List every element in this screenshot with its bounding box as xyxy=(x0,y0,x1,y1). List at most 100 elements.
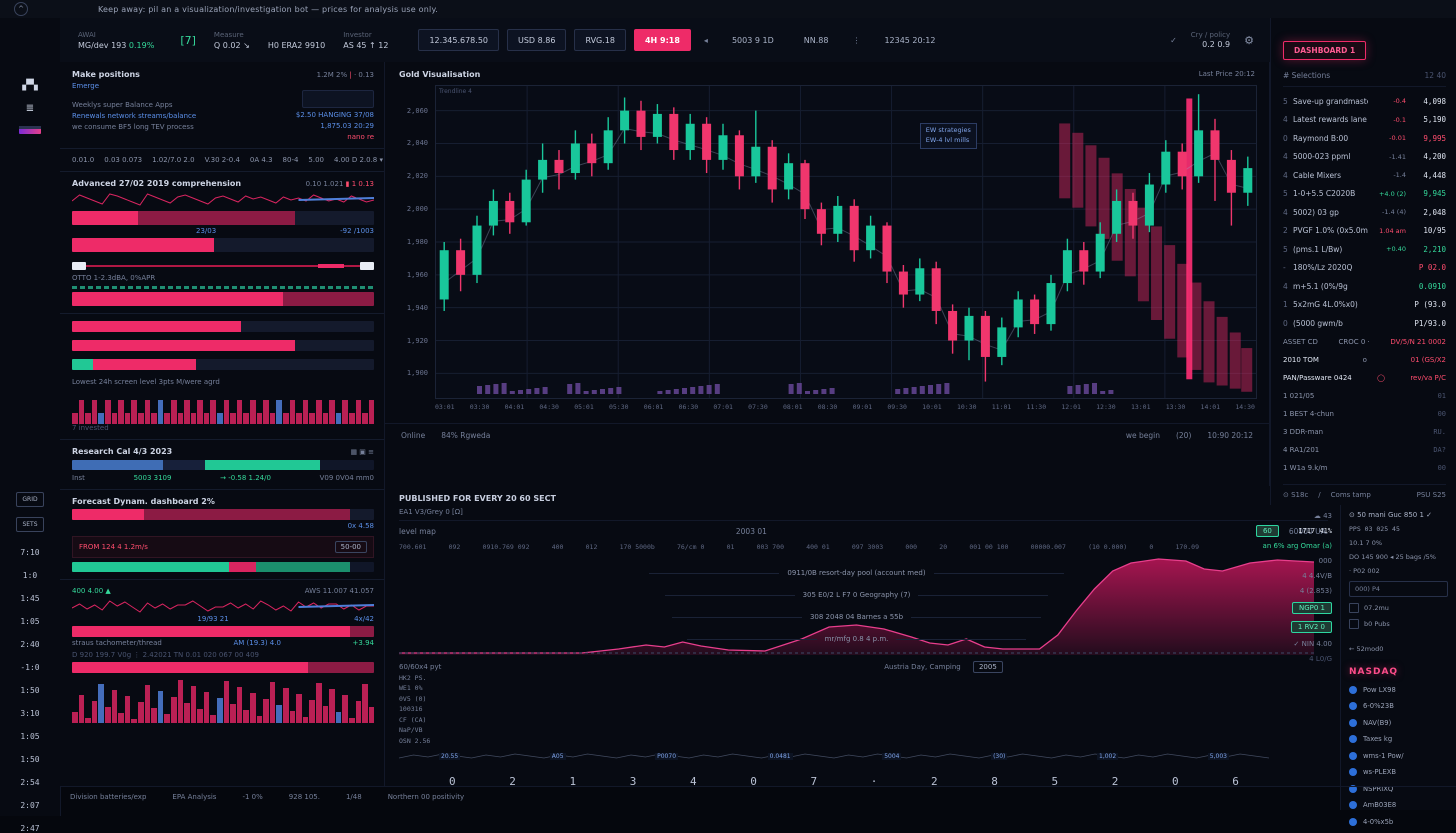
watchlist-row[interactable]: - 180%/Lz 2020Q P 02.0 xyxy=(1283,263,1446,272)
watchlist-row[interactable]: 1 5x2mG 4L.0%x0) P (93.0 xyxy=(1283,300,1446,309)
pager-digit[interactable]: 0 xyxy=(449,774,456,788)
pager-digit[interactable]: 0 xyxy=(1172,774,1179,788)
below-badge[interactable]: 2005 xyxy=(972,661,1003,673)
market-list-item[interactable]: AmB03E8 xyxy=(1349,801,1448,809)
mapping-row[interactable]: 1 021/05 01 xyxy=(1283,392,1446,400)
watchlist-row[interactable]: 4 Cable Mixers -1.4 4,448 xyxy=(1283,171,1446,180)
checkbox-icon[interactable] xyxy=(1349,619,1359,629)
collapse-icon[interactable]: ^ xyxy=(14,2,28,16)
watchlist-row[interactable]: 0 (5000 gwm/b P1/93.0 xyxy=(1283,319,1446,328)
slider-handle-right[interactable] xyxy=(360,262,374,270)
cloud-icon[interactable]: ☁ 43 xyxy=(1313,512,1332,520)
pager-digit[interactable]: 5 xyxy=(1051,774,1059,788)
link-emerge[interactable]: Emerge xyxy=(72,82,100,90)
rc-check[interactable]: ✓ NIN 4.00 xyxy=(1293,640,1332,648)
pager-digit[interactable]: 3 xyxy=(629,774,637,788)
mapping-row[interactable]: 4 RA1/201 DA? xyxy=(1283,446,1446,454)
card6-sparktag: 4x/42 xyxy=(354,615,374,623)
market-list-item[interactable]: wms-1 Pow/ xyxy=(1349,751,1448,760)
watchlist-row[interactable]: 4 m+5.1 (0%/9g 0.0910 xyxy=(1283,282,1446,291)
checkbox-row[interactable]: b0 Pubs xyxy=(1349,619,1448,629)
grid-chip[interactable]: GRID xyxy=(16,492,44,507)
topbar-button[interactable]: 12.345.678.50 xyxy=(418,29,499,51)
x-axis-label: 03:01 xyxy=(435,403,455,411)
left-tab[interactable]: 0.01.0 xyxy=(72,156,95,164)
left-tab[interactable]: 4.00 D 2.0.8 ▾ xyxy=(334,156,383,164)
rv2-button[interactable]: 1 RV2 0 xyxy=(1290,621,1332,633)
market-list-item[interactable]: NSPRIXQ xyxy=(1349,784,1448,793)
left-tab[interactable]: 80-4 xyxy=(282,156,299,164)
link-renewals[interactable]: Renewals network streams/balance xyxy=(72,111,197,120)
topbar-button[interactable]: 5003 9 1D xyxy=(731,35,774,45)
topbar-button[interactable]: 12345 20:12 xyxy=(884,35,936,45)
watchlist-row[interactable]: 5 (pms.1 L/Bw) +0.40 2,210 xyxy=(1283,245,1446,254)
pager-digit[interactable]: 1 xyxy=(569,774,577,788)
foot-icon[interactable]: ⊙ S18c xyxy=(1283,490,1309,499)
range-slider[interactable] xyxy=(72,262,374,270)
topbar-button[interactable]: USD 8.86 xyxy=(507,29,567,51)
left-mini-input[interactable] xyxy=(302,90,374,108)
alert-circle-icon[interactable]: ◯ xyxy=(1377,373,1385,382)
pager-digit[interactable]: 2 xyxy=(1111,774,1119,788)
change-value: -0.4 xyxy=(1393,97,1406,105)
research-icons[interactable]: ▦ ▣ ≡ xyxy=(350,447,374,456)
pager-digit[interactable]: 7 xyxy=(810,774,818,788)
back-link[interactable]: ← 52mod0 xyxy=(1349,645,1384,653)
pager-digit[interactable]: 4 xyxy=(690,774,697,788)
market-list-item[interactable]: Taxes kg xyxy=(1349,735,1448,743)
pager-digit[interactable]: 8 xyxy=(991,774,998,788)
watchlist-row[interactable]: 4 5002) 03 gp -1.4 (4) 2,048 xyxy=(1283,208,1446,217)
watchlist-row[interactable]: 2 PVGF 1.0% (0x5.0mb) 1.04 am 10/95 xyxy=(1283,226,1446,235)
slider-handle-left[interactable] xyxy=(72,262,86,270)
plot-corner-label: Trendline 4 xyxy=(439,88,472,95)
candles-icon[interactable]: ▞▚ xyxy=(22,80,38,91)
checkbox-icon[interactable] xyxy=(1349,603,1359,613)
topbar-button[interactable]: 4H 9:18 xyxy=(633,29,691,51)
dashboard-button[interactable]: DASHBOARD 1 xyxy=(1283,41,1367,60)
pager-digit[interactable]: 6 xyxy=(1232,774,1239,788)
topbar-button[interactable]: NN.88 xyxy=(803,35,829,45)
watchlist-row[interactable]: 5 1-0+5.5 C2020B +4.0 (2) 9,945 xyxy=(1283,189,1446,198)
topbar-button[interactable]: ◂ xyxy=(703,35,708,45)
left-tab[interactable]: 5.00 xyxy=(308,156,325,164)
market-list-item[interactable]: 4-0%x5b xyxy=(1349,817,1448,826)
rbot-input[interactable]: 000) P4 xyxy=(1349,581,1448,597)
gear-icon[interactable]: ⚙ xyxy=(1244,33,1254,47)
layers-icon[interactable] xyxy=(19,126,41,134)
watchlist-row[interactable]: 0 Raymond B:00 -0.01 9,995 xyxy=(1283,134,1446,143)
candlestick-plot[interactable]: 2,060 2,040 2,020 2,000 1,980 1,960 1,940 1,920… xyxy=(407,85,1257,399)
market-list-item[interactable]: 6-0%23B xyxy=(1349,702,1448,710)
alert-text: FROM 124 4 1.2m/s xyxy=(79,543,148,551)
left-tab[interactable]: 1.02/7.0 2.0 xyxy=(152,156,195,164)
market-list-item[interactable]: ws-PLEXB xyxy=(1349,768,1448,776)
ngp-button[interactable]: NGP0 1 xyxy=(1291,602,1332,614)
pager-digit[interactable]: 2 xyxy=(931,774,938,788)
link-weeklys[interactable]: Weeklys super Balance Apps xyxy=(72,100,173,109)
mapping-row[interactable]: 1 BEST 4-chun 00 xyxy=(1283,410,1446,418)
alert-box[interactable]: 50-00 xyxy=(334,541,367,553)
left-tab[interactable]: V.30 2-0.4 xyxy=(204,156,240,164)
check-icon[interactable]: ✓ xyxy=(1170,35,1177,45)
mapping-row[interactable]: 1 W1a 9.k/m 00 xyxy=(1283,464,1446,472)
area-chart[interactable]: 0911/0B resort-day pool (account med) 305… xyxy=(399,555,1314,655)
pager-digit[interactable]: · xyxy=(870,774,878,788)
policy-group: Cry / policy 0.2 0.9 xyxy=(1191,31,1230,49)
news-icon[interactable]: ≣ xyxy=(25,103,35,114)
checkbox-row[interactable]: 07.2mu xyxy=(1349,603,1448,613)
change-value: -1.4 xyxy=(1393,171,1406,179)
sets-chip[interactable]: SETS xyxy=(16,517,44,532)
market-list-item[interactable]: Pow LX98 xyxy=(1349,685,1448,694)
left-tab[interactable]: 0.03 0.073 xyxy=(104,156,143,164)
link-consume[interactable]: we consume BF5 long TEV process xyxy=(72,122,194,131)
pager-digit[interactable]: 2 xyxy=(509,774,516,788)
badge-green[interactable]: 60 xyxy=(1255,525,1279,537)
watchlist-row[interactable]: 5 Save-up grandmaster -0.4 4,098 xyxy=(1283,97,1446,106)
left-tab[interactable]: 0A 4.3 xyxy=(249,156,273,164)
watchlist-row[interactable]: 4 5000-023 ppml -1.41 4,200 xyxy=(1283,152,1446,161)
watchlist-row[interactable]: 4 Latest rewards lane -0.1 5,190 xyxy=(1283,115,1446,124)
mapping-row[interactable]: 3 DDR-man RU. xyxy=(1283,428,1446,436)
topbar-button[interactable]: RVG.18 xyxy=(574,29,626,51)
topbar-button[interactable]: ⋮ xyxy=(852,35,861,45)
market-list-item[interactable]: NAV(B9) xyxy=(1349,718,1448,727)
pager-digit[interactable]: 0 xyxy=(750,774,757,788)
